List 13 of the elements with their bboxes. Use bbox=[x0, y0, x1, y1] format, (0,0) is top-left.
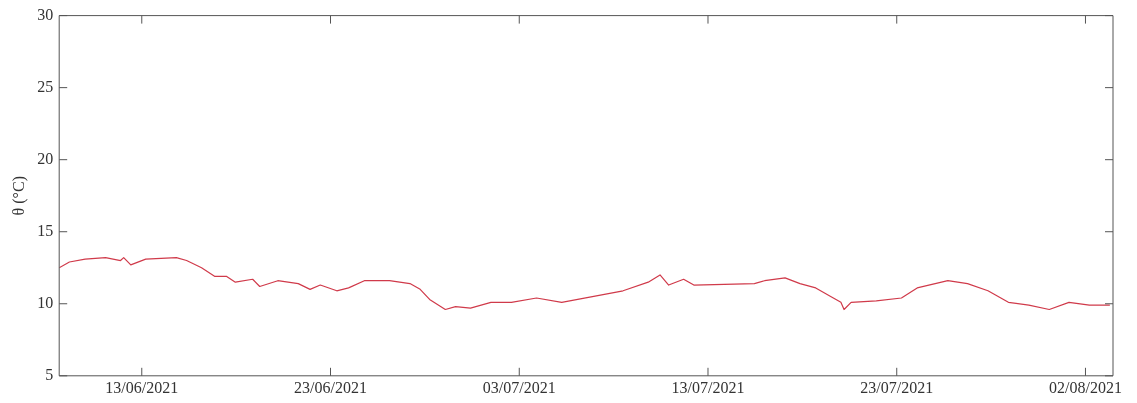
y-tick-label: 5 bbox=[45, 366, 54, 383]
x-tick-label: 02/08/2021 bbox=[1049, 378, 1122, 396]
y-tick-label: 20 bbox=[37, 149, 54, 167]
x-tick-label: 23/07/2021 bbox=[860, 378, 934, 396]
y-tick-label: 25 bbox=[37, 77, 54, 95]
y-tick-label: 10 bbox=[37, 293, 54, 311]
y-tick-label: 30 bbox=[37, 5, 54, 23]
y-tick-label: 15 bbox=[37, 221, 54, 239]
x-tick-label: 03/07/2021 bbox=[482, 378, 556, 396]
x-tick-label: 23/06/2021 bbox=[294, 378, 367, 396]
x-tick-label: 13/06/2021 bbox=[105, 378, 179, 396]
y-axis-title: θ (°C) bbox=[9, 176, 28, 216]
x-tick-label: 13/07/2021 bbox=[671, 378, 745, 396]
